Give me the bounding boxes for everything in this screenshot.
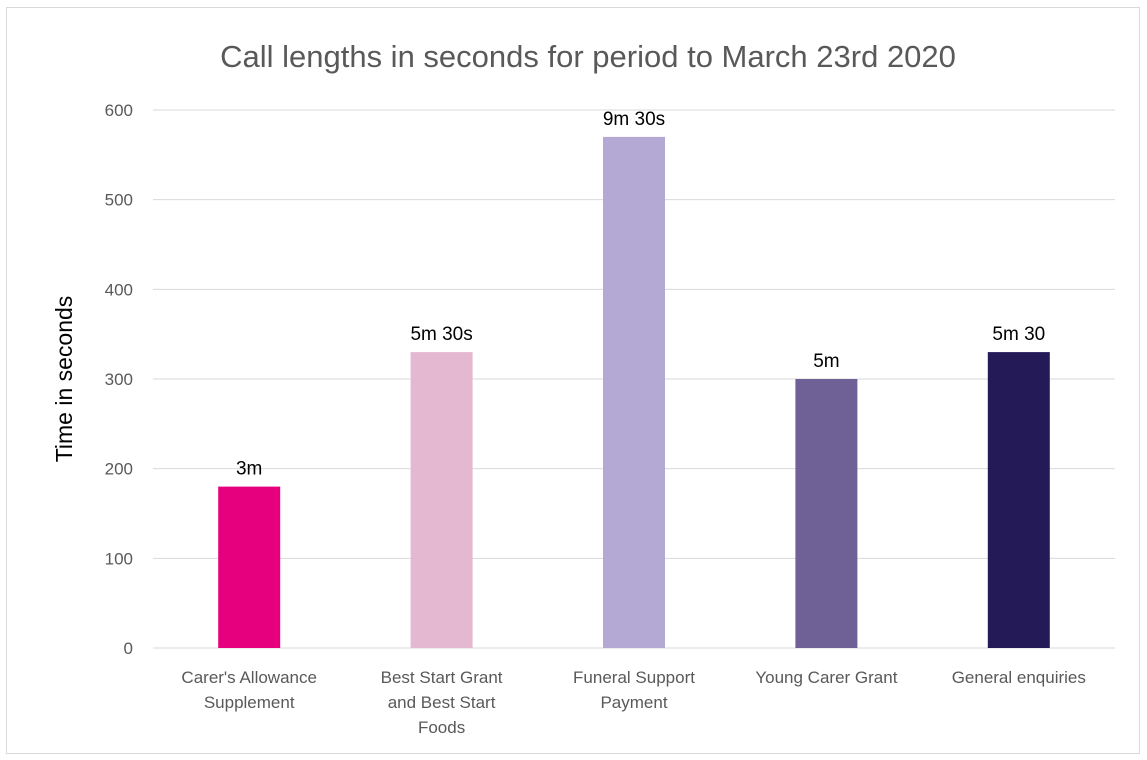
- y-tick-label: 400: [105, 280, 133, 299]
- y-axis-label: Time in seconds: [51, 296, 77, 463]
- category-label: General enquiries: [952, 668, 1086, 687]
- category-label: Young Carer Grant: [755, 668, 897, 687]
- data-label: 5m: [813, 351, 839, 372]
- category-label-line: Supplement: [204, 693, 295, 712]
- y-tick-label: 100: [105, 549, 133, 568]
- chart-frame: [6, 7, 1140, 754]
- y-tick-label: 200: [105, 460, 133, 479]
- data-label: 5m 30s: [410, 324, 472, 345]
- category-label-line: Carer's Allowance: [181, 668, 317, 687]
- y-tick-label: 600: [105, 101, 133, 120]
- data-label: 9m 30s: [603, 109, 665, 130]
- category-label: Carer's Allowance Supplement: [181, 668, 317, 712]
- category-label-line: Best Start Grant: [381, 668, 503, 687]
- category-label: Best Start Grant and Best Start Foods: [381, 668, 503, 737]
- y-tick-label: 0: [124, 639, 133, 658]
- category-label-line: Funeral Support: [573, 668, 695, 687]
- bars: [218, 136, 1050, 648]
- data-label: 3m: [236, 459, 262, 480]
- x-axis-categories: Carer's Allowance Supplement Best Start Gr…: [181, 668, 1085, 737]
- category-label-line: Young Carer Grant: [755, 668, 897, 687]
- category-label-line: Foods: [418, 718, 465, 737]
- category-label-line: and Best Start: [388, 693, 496, 712]
- y-tick-label: 500: [105, 191, 133, 210]
- y-axis-ticks: 0 100 200 300 400 500 600: [105, 101, 133, 658]
- category-label: Funeral Support Payment: [573, 668, 695, 712]
- data-labels: 3m 5m 30s 9m 30s 5m 5m 30: [236, 109, 1045, 480]
- chart-title: Call lengths in seconds for period to Ma…: [220, 39, 956, 74]
- bar: [218, 486, 281, 648]
- category-label-line: Payment: [600, 693, 667, 712]
- data-label: 5m 30: [992, 324, 1045, 345]
- bar: [410, 352, 473, 648]
- y-tick-label: 300: [105, 370, 133, 389]
- bar: [795, 379, 858, 648]
- bar: [603, 136, 665, 648]
- bar: [987, 352, 1050, 648]
- category-label-line: General enquiries: [952, 668, 1086, 687]
